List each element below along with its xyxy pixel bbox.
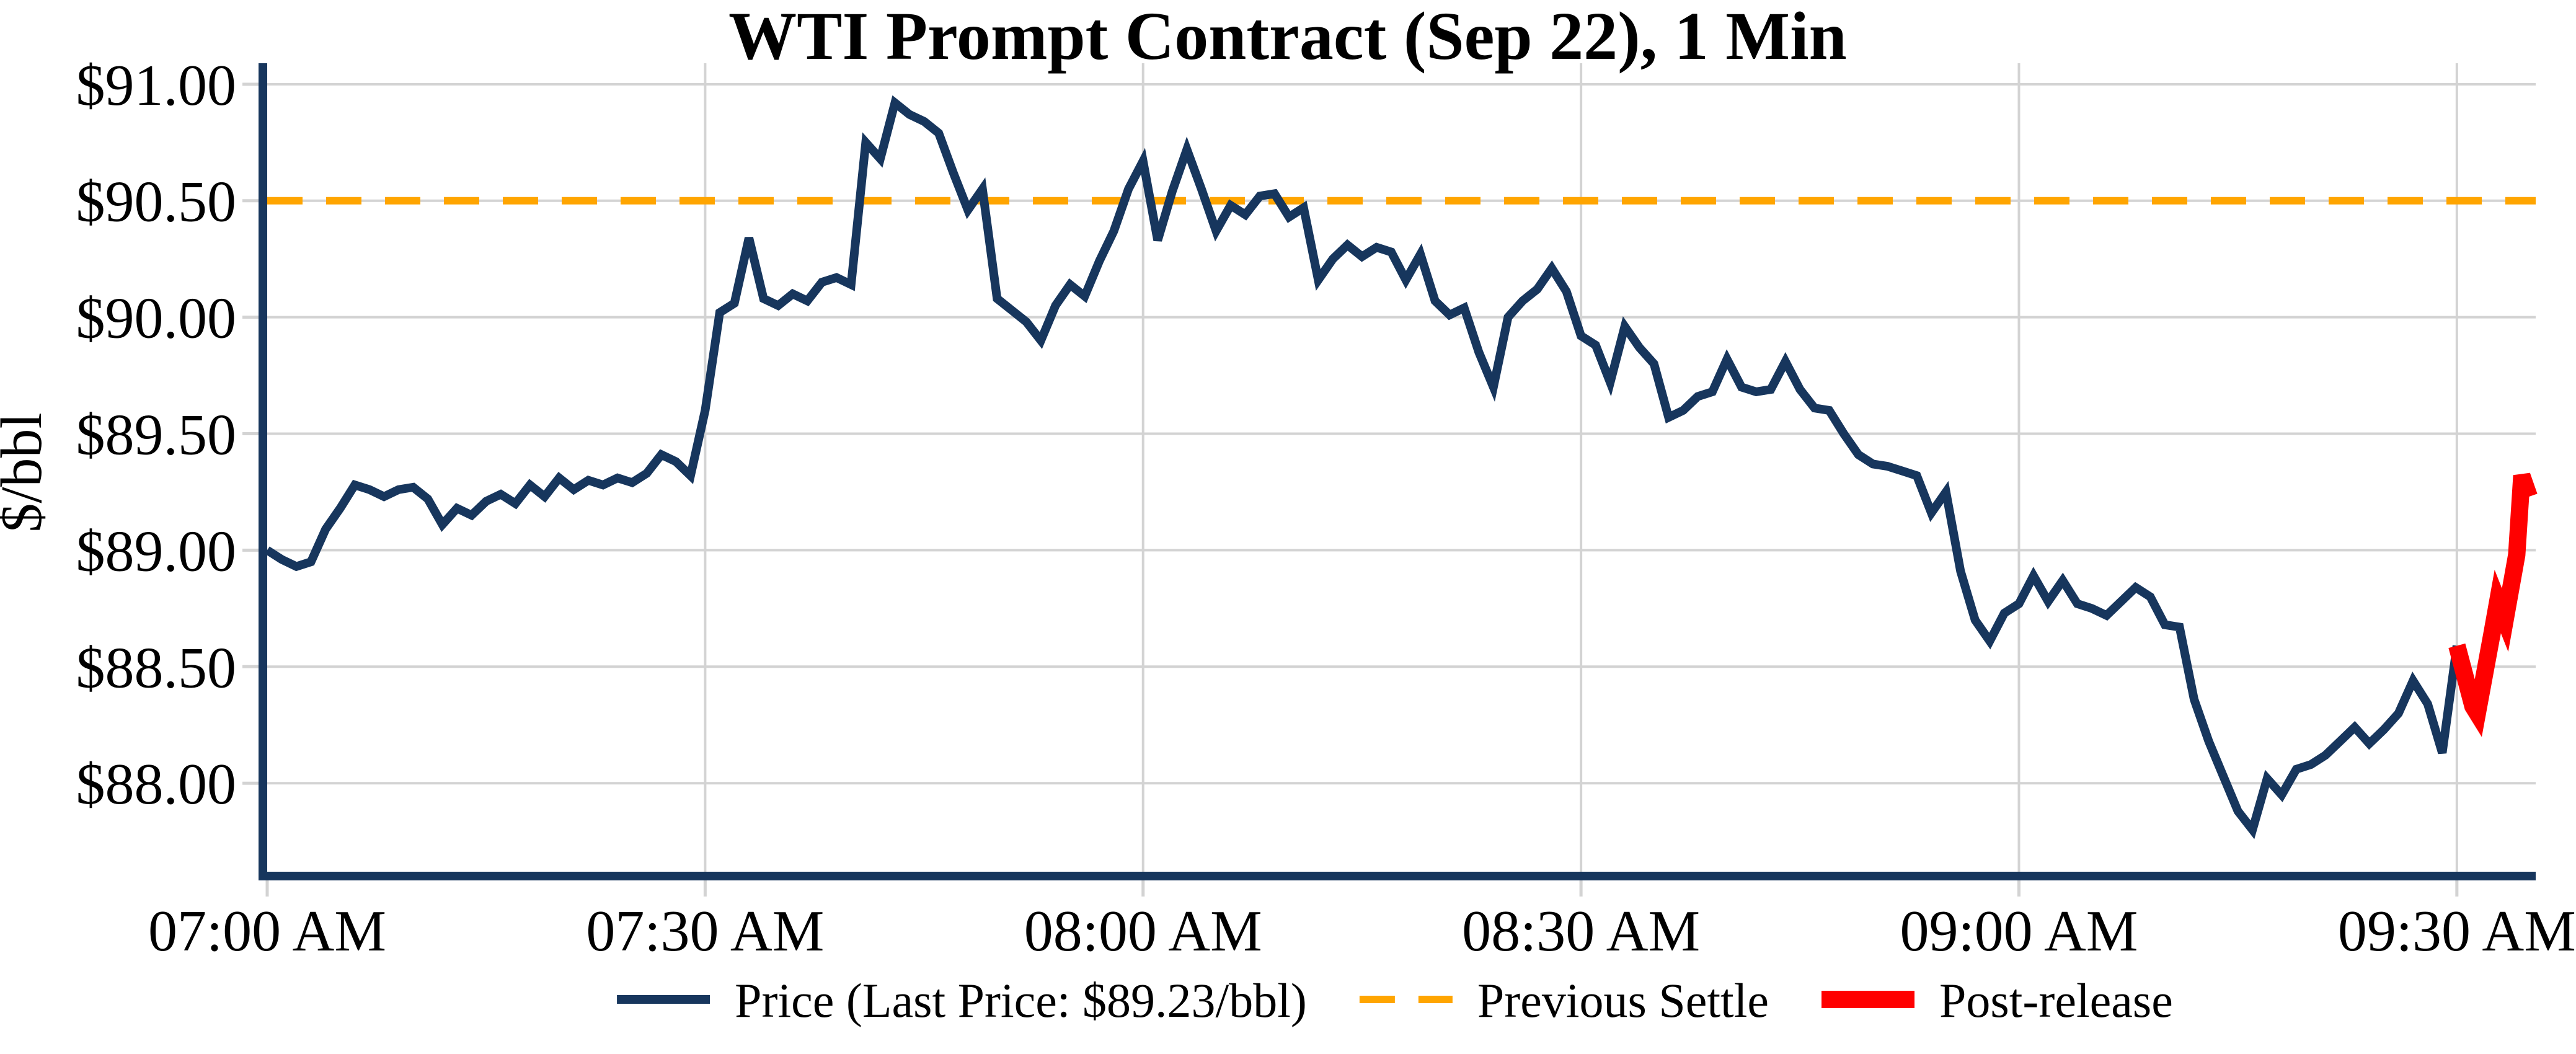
x-tick-label: 09:00 AM [1900,899,2138,963]
x-tick-label: 08:30 AM [1462,899,1700,963]
legend-price-label: Price (Last Price: $89.23/bbl) [735,973,1307,1027]
y-tick-label: $90.00 [76,286,237,351]
axis-tick-marks [242,82,2459,897]
post-release-polyline [2448,472,2538,737]
legend-item-post: Post-release [1821,973,2173,1027]
x-tick-label: 08:00 AM [1024,899,1262,963]
chart-title: WTI Prompt Contract (Sep 22), 1 Min [728,0,1847,74]
x-tick-label: 07:00 AM [148,899,386,963]
legend-item-settle: Previous Settle [1359,973,1769,1027]
post-release-line [2448,472,2538,737]
y-axis-spine [259,63,267,880]
x-tick-label: 07:30 AM [586,899,824,963]
legend: Price (Last Price: $89.23/bbl) Previous … [617,973,2173,1027]
y-tick-label: $90.50 [76,170,237,234]
y-tick-label: $88.00 [76,752,237,817]
y-tick-label: $89.00 [76,519,237,583]
axis-spines [259,63,2536,880]
y-tick-label: $91.00 [76,53,237,118]
y-tick-labels: $88.00 $88.50 $89.00 $89.50 $90.00 $90.50 $91.… [76,53,237,817]
y-tick-label: $88.50 [76,636,237,700]
price-line [265,95,2461,839]
x-tick-labels: 07:00 AM 07:30 AM 08:00 AM 08:30 AM 09:00 AM… [148,899,2576,963]
y-tick-label: $89.50 [76,403,237,467]
legend-settle-label: Previous Settle [1477,973,1769,1027]
legend-post-label: Post-release [1939,973,2173,1027]
y-axis-label: $/bbl [0,412,54,532]
legend-item-price: Price (Last Price: $89.23/bbl) [617,973,1307,1027]
x-axis-spine [259,872,2536,880]
price-polyline [265,95,2461,839]
grid-lines [267,63,2536,872]
x-tick-label: 09:30 AM [2338,899,2576,963]
